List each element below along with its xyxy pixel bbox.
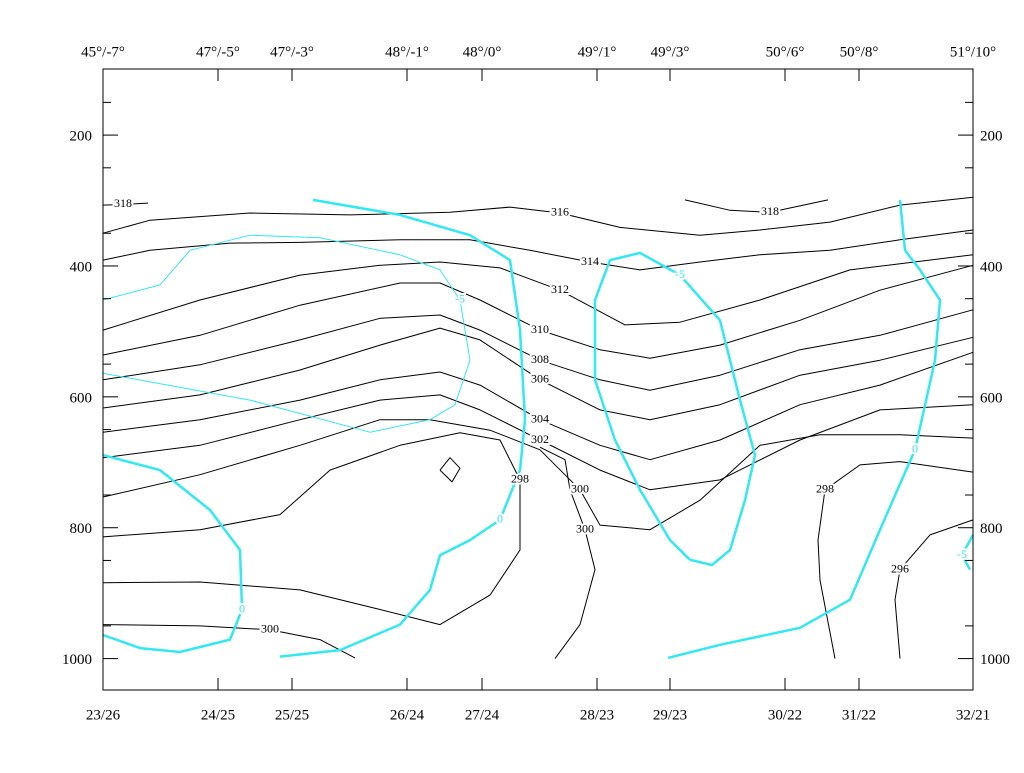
contour-label: -5 xyxy=(957,547,967,561)
x2-tick-label: 51°/10° xyxy=(950,44,996,60)
contour-line xyxy=(102,229,974,271)
contour-line xyxy=(439,457,461,483)
contour-line xyxy=(102,327,974,421)
x-tick-label: 29/23 xyxy=(653,707,687,723)
x-tick-label: 27/24 xyxy=(465,707,500,723)
x-tick-label: 25/25 xyxy=(275,707,309,723)
x2-tick-label: 47°/-5° xyxy=(196,44,240,60)
contour-line xyxy=(279,198,527,658)
contour-line xyxy=(102,309,974,391)
y-tick-label: 400 xyxy=(980,259,1003,275)
contour-label: 0 xyxy=(239,601,245,615)
contour-label: 306 xyxy=(531,372,549,386)
contour-label: 308 xyxy=(531,352,549,366)
contour-line xyxy=(539,446,596,659)
y-tick-label: 200 xyxy=(70,129,93,145)
x-tick-label: 26/24 xyxy=(390,707,425,723)
x-tick-label: 28/23 xyxy=(580,707,614,723)
contour-line xyxy=(102,264,974,359)
contour-line xyxy=(102,254,974,331)
contour-line xyxy=(102,394,974,491)
contour-label: 300 xyxy=(571,482,589,496)
contour-label: 298 xyxy=(816,482,834,496)
contour-label: -5 xyxy=(675,267,685,281)
contour-line xyxy=(894,519,974,659)
contour-line xyxy=(102,202,149,206)
x-tick-label: 31/22 xyxy=(842,707,876,723)
contour-line xyxy=(960,534,975,571)
contour-line xyxy=(102,234,471,433)
contour-line xyxy=(817,461,974,659)
contour-line xyxy=(102,624,356,659)
y-tick-label: 600 xyxy=(980,390,1003,406)
x-tick-label: 30/22 xyxy=(768,707,802,723)
y-tick-label: 200 xyxy=(980,129,1003,145)
plot-frame xyxy=(102,68,974,691)
contour-line xyxy=(102,196,974,236)
y-tick-label: 800 xyxy=(980,521,1003,537)
x-tick-label: 32/21 xyxy=(956,707,990,723)
x2-tick-label: 49°/1° xyxy=(578,44,617,60)
contour-line xyxy=(102,453,244,654)
contour-line xyxy=(102,351,974,461)
y-tick-label: 1000 xyxy=(62,652,92,668)
y-tick-label: 1000 xyxy=(980,652,1010,668)
contour-line xyxy=(684,199,829,213)
x2-tick-label: 45°/-7° xyxy=(81,44,125,60)
x2-tick-label: 48°/0° xyxy=(463,44,502,60)
x2-tick-label: 50°/6° xyxy=(766,44,805,60)
contour-label: 0 xyxy=(497,512,503,526)
plot-area: 318 318 316 314 312 310 308 306 304 302 300 298 300 3… xyxy=(102,194,975,660)
contour-line xyxy=(102,432,521,626)
contour-label: 318 xyxy=(114,196,132,210)
contour-label: 298 xyxy=(511,472,529,486)
contour-label: 300 xyxy=(576,521,594,535)
x-tick-label: 23/26 xyxy=(86,707,121,723)
contour-label: 310 xyxy=(531,322,549,336)
y-tick-label: 600 xyxy=(70,390,93,406)
contour-label: -5 xyxy=(455,292,465,306)
x-tick-label: 24/25 xyxy=(201,707,235,723)
contour-label: 0 xyxy=(912,442,918,456)
contour-label: 302 xyxy=(531,432,549,446)
contour-label: 304 xyxy=(531,411,549,425)
contour-label: 316 xyxy=(551,205,569,219)
x2-tick-label: 49°/3° xyxy=(651,44,690,60)
contour-label: 300 xyxy=(261,622,279,636)
contour-label: 318 xyxy=(761,204,779,218)
x2-tick-label: 47°/-3° xyxy=(270,44,314,60)
y-tick-label: 400 xyxy=(70,259,93,275)
contour-label: 312 xyxy=(551,282,569,296)
x2-tick-label: 50°/8° xyxy=(840,44,879,60)
contour-label: 314 xyxy=(581,254,599,268)
contour-label: 296 xyxy=(891,561,909,575)
contour-line xyxy=(667,199,942,660)
y-tick-label: 800 xyxy=(70,521,93,537)
contour-line xyxy=(593,251,757,567)
contour-line xyxy=(102,419,974,531)
x2-tick-label: 48°/-1° xyxy=(385,44,429,60)
